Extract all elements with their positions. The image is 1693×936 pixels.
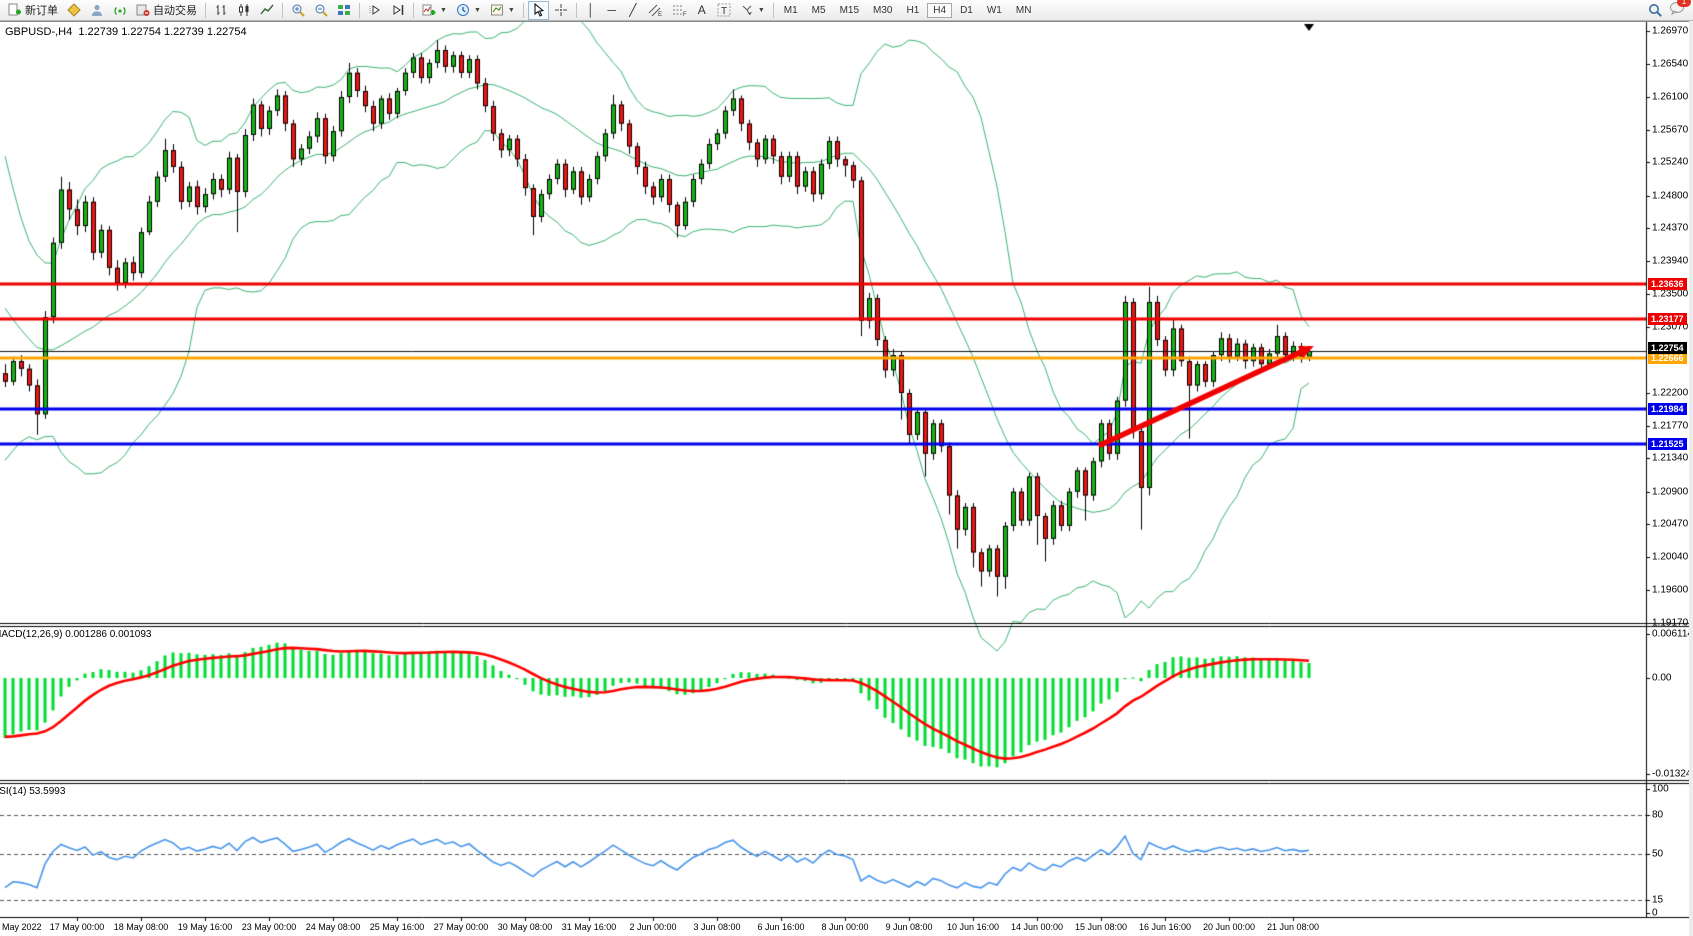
arrows-tool-icon	[742, 5, 752, 16]
templates-icon	[490, 4, 503, 16]
vertical-line-icon: │	[587, 3, 595, 17]
autotrading-label: 自动交易	[153, 5, 197, 17]
cursor-icon	[534, 3, 545, 17]
timeframe-button-H4[interactable]: H4	[927, 2, 953, 18]
notifications-button[interactable]: 1	[1669, 0, 1691, 20]
autotrading-button[interactable]: 自动交易	[132, 1, 201, 20]
indicators-icon	[422, 4, 436, 16]
fibonacci-icon: F	[672, 5, 687, 17]
candlestick-chart-icon	[239, 4, 249, 16]
channel-tool-button[interactable]: E	[644, 1, 667, 20]
toolbar-separator	[205, 2, 206, 18]
timeframe-button-H1[interactable]: H1	[906, 4, 920, 16]
crosshair-tool-button[interactable]	[550, 1, 572, 20]
timeframe-button-M5[interactable]: M5	[811, 4, 826, 16]
text-tool-icon: A	[697, 3, 706, 17]
svg-text:E: E	[658, 12, 662, 17]
cursor-tool-button[interactable]	[527, 0, 549, 20]
text-label-tool-button[interactable]: T	[713, 1, 735, 20]
zoom-in-button[interactable]	[287, 1, 309, 20]
dropdown-caret-icon: ▼	[473, 6, 481, 14]
bar-chart-button[interactable]	[210, 1, 232, 20]
tile-windows-icon	[338, 5, 350, 15]
text-label-icon: T	[717, 3, 731, 17]
chart-title: GBPUSD-,H4 1.22739 1.22754 1.22739 1.227…	[5, 26, 247, 38]
vertical-line-tool-button[interactable]: │	[581, 1, 601, 20]
macd-values: 0.001286 0.001093	[65, 629, 152, 640]
notification-badge: 1	[1677, 0, 1691, 7]
svg-text:F: F	[683, 12, 687, 17]
new-order-label: 新订单	[25, 5, 58, 17]
auto-scroll-button[interactable]	[364, 1, 386, 20]
horizontal-line-icon: ─	[607, 3, 617, 17]
tile-windows-button[interactable]	[333, 1, 355, 20]
timeframe-button-M15[interactable]: M15	[839, 4, 860, 16]
toolbar-separator	[359, 2, 360, 18]
community-button[interactable]	[86, 1, 108, 20]
line-chart-icon	[260, 4, 274, 15]
zoom-out-icon	[315, 4, 328, 17]
timeframe-button-M1[interactable]: M1	[783, 4, 798, 16]
text-tool-button[interactable]: A	[692, 1, 712, 20]
toolbar-right-tools: 1	[1648, 0, 1691, 20]
signals-icon	[114, 7, 126, 15]
zoom-out-button[interactable]	[310, 1, 332, 20]
rsi-value: 53.5993	[29, 786, 66, 797]
rsi-indicator-label: RSI(14) 53.5993	[0, 786, 65, 797]
chart-wizard-icon	[67, 3, 81, 17]
rsi-name: RSI(14)	[0, 786, 27, 797]
main-toolbar: 新订单 自动交易	[0, 0, 1693, 21]
auto-scroll-icon	[369, 5, 380, 15]
macd-name: MACD(12,26,9)	[0, 629, 63, 640]
chart-symbol-period: GBPUSD-,H4	[5, 26, 73, 38]
autotrading-icon	[136, 4, 150, 16]
periods-clock-icon	[456, 4, 469, 16]
timeframe-button-M30[interactable]: M30	[873, 4, 893, 16]
indicators-button[interactable]: ▼	[418, 1, 451, 20]
line-chart-button[interactable]	[256, 1, 278, 20]
community-icon	[92, 4, 102, 16]
toolbar-separator	[575, 2, 577, 18]
chart-shift-button[interactable]	[387, 1, 409, 20]
chart-wizard-button[interactable]	[63, 1, 85, 20]
timeframe-button-MN[interactable]: MN	[1015, 4, 1032, 16]
candlestick-chart-button[interactable]	[233, 1, 255, 20]
search-icon[interactable]	[1648, 3, 1663, 18]
timeframe-button-W1[interactable]: W1	[986, 4, 1002, 16]
trendline-icon: ╱	[629, 3, 637, 17]
equidistant-channel-icon: E	[648, 4, 662, 17]
window-right-edge	[1689, 21, 1693, 936]
dropdown-caret-icon: ▼	[507, 6, 515, 14]
bar-chart-icon	[216, 5, 226, 15]
svg-text:T: T	[721, 6, 727, 17]
zoom-in-icon	[292, 4, 305, 17]
chart-shift-icon	[393, 5, 404, 15]
periods-button[interactable]: ▼	[452, 1, 485, 20]
dropdown-caret-icon: ▼	[757, 6, 765, 14]
toolbar-separator	[413, 2, 414, 18]
new-order-button[interactable]: 新订单	[4, 1, 62, 20]
timeframe-group: M1 M5 M15 M30 H1 H4 D1 W1 MN	[778, 2, 1038, 18]
macd-indicator-label: MACD(12,26,9) 0.001286 0.001093	[0, 629, 151, 640]
crosshair-icon	[554, 4, 567, 16]
trendline-tool-button[interactable]: ╱	[623, 1, 643, 20]
signals-button[interactable]	[109, 1, 131, 20]
new-order-icon	[8, 3, 21, 16]
arrows-tool-button[interactable]: ▼	[736, 1, 769, 20]
templates-button[interactable]: ▼	[486, 1, 519, 20]
horizontal-line-tool-button[interactable]: ─	[602, 1, 622, 20]
fibonacci-tool-button[interactable]: F	[668, 1, 691, 20]
toolbar-separator	[522, 2, 524, 18]
toolbar-separator	[772, 2, 774, 18]
dropdown-caret-icon: ▼	[440, 6, 447, 14]
timeframe-button-D1[interactable]: D1	[960, 4, 973, 16]
toolbar-separator	[282, 2, 283, 18]
chart-quote: 1.22739 1.22754 1.22739 1.22754	[78, 26, 247, 38]
